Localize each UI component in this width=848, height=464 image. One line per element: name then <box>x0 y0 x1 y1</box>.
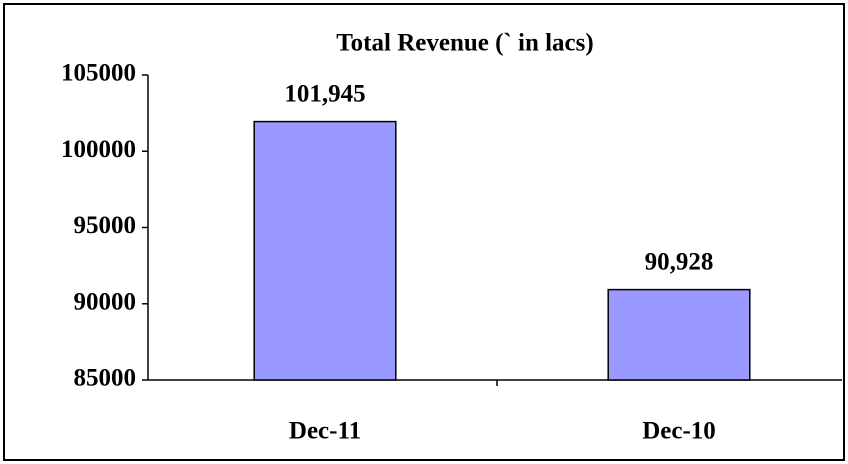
x-tick-label: Dec-10 <box>642 418 716 445</box>
y-tick-label: 95000 <box>74 212 137 239</box>
value-label: 101,945 <box>284 80 365 107</box>
chart-title: Total Revenue (` in lacs) <box>336 30 593 57</box>
y-tick-label: 90000 <box>74 288 137 315</box>
chart-frame <box>3 3 845 461</box>
y-tick-label: 85000 <box>74 365 137 392</box>
bar <box>253 120 397 381</box>
y-tick-label: 100000 <box>61 136 136 163</box>
x-tick-label: Dec-11 <box>289 418 361 445</box>
bar <box>607 288 751 381</box>
value-label: 90,928 <box>645 248 714 275</box>
y-tick-label: 105000 <box>61 60 136 87</box>
